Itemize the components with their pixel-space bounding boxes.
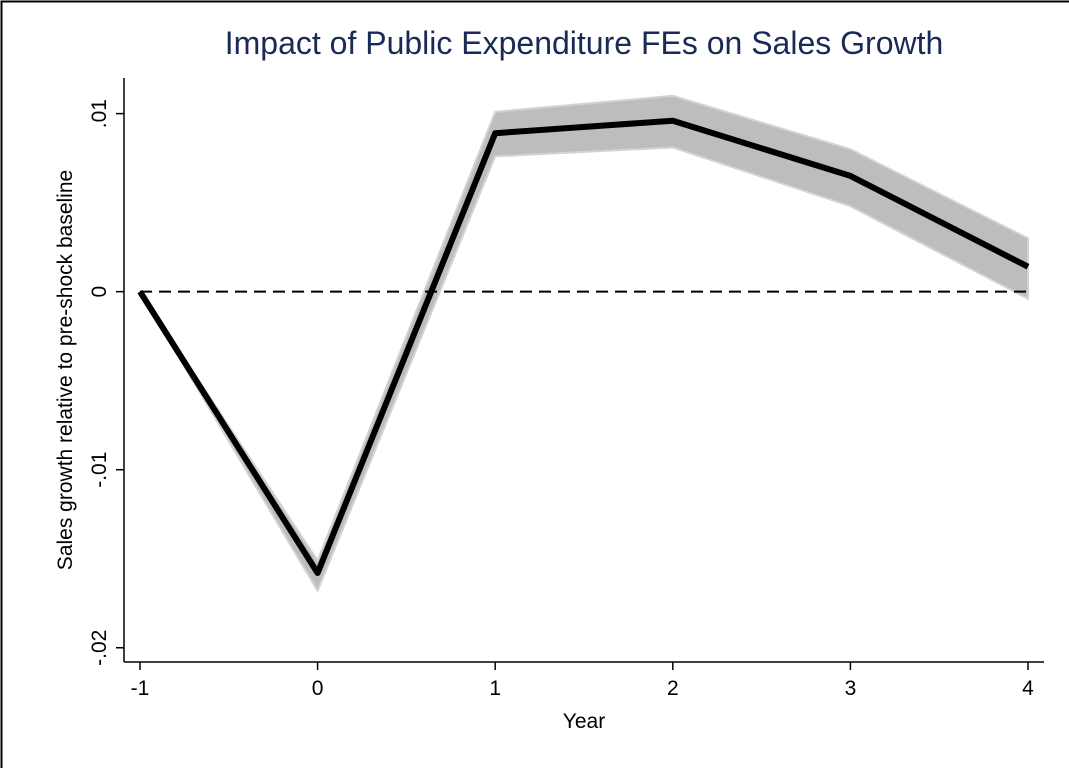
y-tick-label: .01 [88, 99, 111, 128]
y-tick-label: -.01 [88, 452, 111, 488]
y-axis-label: Sales growth relative to pre-shock basel… [54, 170, 77, 570]
x-tick-label: -1 [131, 677, 150, 700]
confidence-band [139, 94, 1030, 594]
y-tick-label: 0 [88, 286, 111, 298]
x-tick-label: 4 [1022, 677, 1034, 700]
chart-title: Impact of Public Expenditure FEs on Sale… [225, 25, 944, 61]
line [137, 117, 1030, 576]
x-axis-label: Year [563, 710, 605, 733]
x-tick-label: 1 [489, 677, 501, 700]
y-tick-label: -.02 [88, 630, 111, 666]
x-tick-label: 0 [312, 677, 324, 700]
x-tick-label: 2 [667, 677, 679, 700]
x-tick-label: 3 [845, 677, 857, 700]
